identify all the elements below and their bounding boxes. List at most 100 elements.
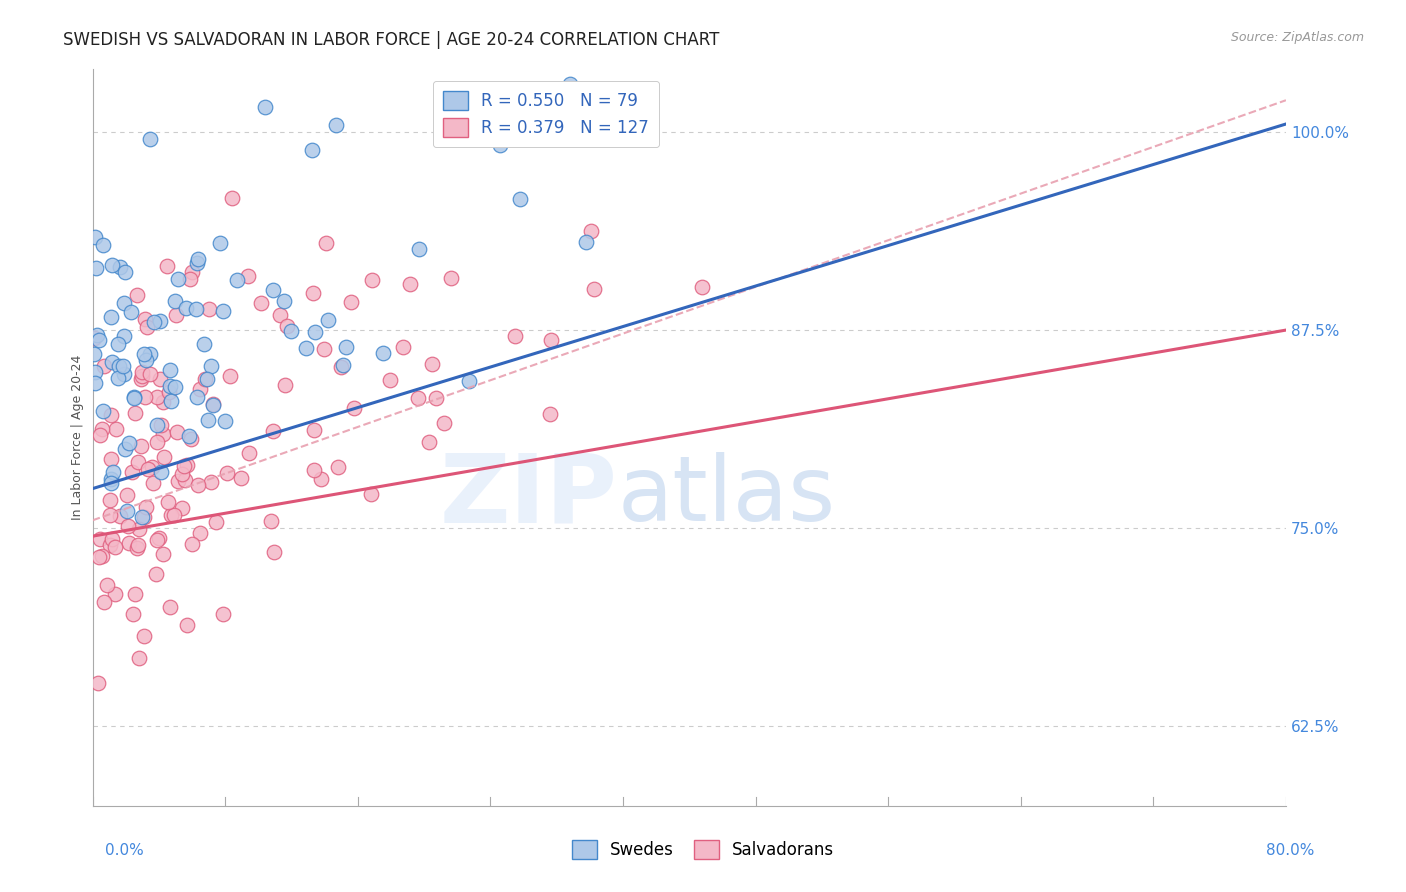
Point xyxy=(420,357,443,371)
Point xyxy=(145,435,167,450)
Point xyxy=(117,518,139,533)
Legend: Swedes, Salvadorans: Swedes, Salvadorans xyxy=(565,833,841,866)
Point xyxy=(186,390,208,404)
Point xyxy=(197,413,219,427)
Point xyxy=(343,401,366,415)
Point xyxy=(129,439,152,453)
Point xyxy=(107,371,129,385)
Point xyxy=(458,374,481,388)
Point xyxy=(186,256,208,270)
Point xyxy=(124,392,146,406)
Point xyxy=(89,533,111,547)
Point xyxy=(273,293,295,308)
Point xyxy=(146,533,169,547)
Point xyxy=(179,272,201,286)
Point xyxy=(440,271,463,285)
Point xyxy=(302,463,325,477)
Point xyxy=(128,651,150,665)
Point xyxy=(187,252,209,267)
Point xyxy=(489,137,512,152)
Y-axis label: In Labor Force | Age 20-24: In Labor Force | Age 20-24 xyxy=(72,354,84,520)
Point xyxy=(107,359,129,373)
Point xyxy=(260,514,283,528)
Point xyxy=(371,346,394,360)
Point xyxy=(141,460,163,475)
Point xyxy=(418,434,440,449)
Point xyxy=(198,301,221,316)
Point xyxy=(91,237,114,252)
Point xyxy=(136,320,159,334)
Point xyxy=(122,607,145,621)
Point xyxy=(231,471,253,485)
Point xyxy=(583,282,606,296)
Point xyxy=(129,372,152,386)
Point xyxy=(253,100,276,114)
Point xyxy=(131,510,153,524)
Point xyxy=(165,293,187,308)
Point xyxy=(406,392,429,406)
Point xyxy=(83,347,105,361)
Point xyxy=(262,284,284,298)
Point xyxy=(145,567,167,582)
Point xyxy=(690,280,713,294)
Point xyxy=(91,404,114,418)
Point xyxy=(167,474,190,488)
Point xyxy=(432,417,454,431)
Point xyxy=(96,578,118,592)
Point xyxy=(181,265,204,279)
Point xyxy=(160,508,183,522)
Point xyxy=(148,531,170,545)
Point xyxy=(212,304,235,318)
Point xyxy=(131,369,153,384)
Point xyxy=(538,408,561,422)
Point xyxy=(145,417,167,432)
Point xyxy=(326,460,349,475)
Point xyxy=(112,368,135,382)
Point xyxy=(112,295,135,310)
Point xyxy=(325,118,347,132)
Point xyxy=(173,473,195,487)
Point xyxy=(132,347,155,361)
Point xyxy=(100,472,122,486)
Point xyxy=(135,352,157,367)
Point xyxy=(166,425,188,439)
Point xyxy=(100,532,122,546)
Point xyxy=(188,382,211,396)
Point xyxy=(212,607,235,621)
Point xyxy=(263,545,285,559)
Point xyxy=(269,309,291,323)
Point xyxy=(117,504,139,518)
Point xyxy=(91,422,114,436)
Point xyxy=(127,538,149,552)
Point xyxy=(225,273,247,287)
Point xyxy=(157,384,180,399)
Point xyxy=(280,325,302,339)
Point xyxy=(575,235,598,250)
Point xyxy=(156,259,179,273)
Point xyxy=(509,192,531,206)
Point xyxy=(89,549,111,564)
Point xyxy=(180,432,202,446)
Point xyxy=(408,243,430,257)
Point xyxy=(332,358,354,372)
Point xyxy=(165,308,187,322)
Point xyxy=(136,461,159,475)
Point xyxy=(301,143,323,157)
Point xyxy=(100,451,122,466)
Point xyxy=(188,526,211,541)
Point xyxy=(100,258,122,272)
Point xyxy=(101,355,124,369)
Point xyxy=(330,360,353,375)
Point xyxy=(139,132,162,146)
Point xyxy=(100,408,122,422)
Point xyxy=(93,595,115,609)
Point xyxy=(214,414,236,428)
Point xyxy=(315,236,337,251)
Point xyxy=(112,328,135,343)
Point xyxy=(218,368,240,383)
Point xyxy=(152,547,174,561)
Point xyxy=(135,500,157,515)
Point xyxy=(86,328,108,343)
Point xyxy=(152,450,174,464)
Point xyxy=(202,398,225,412)
